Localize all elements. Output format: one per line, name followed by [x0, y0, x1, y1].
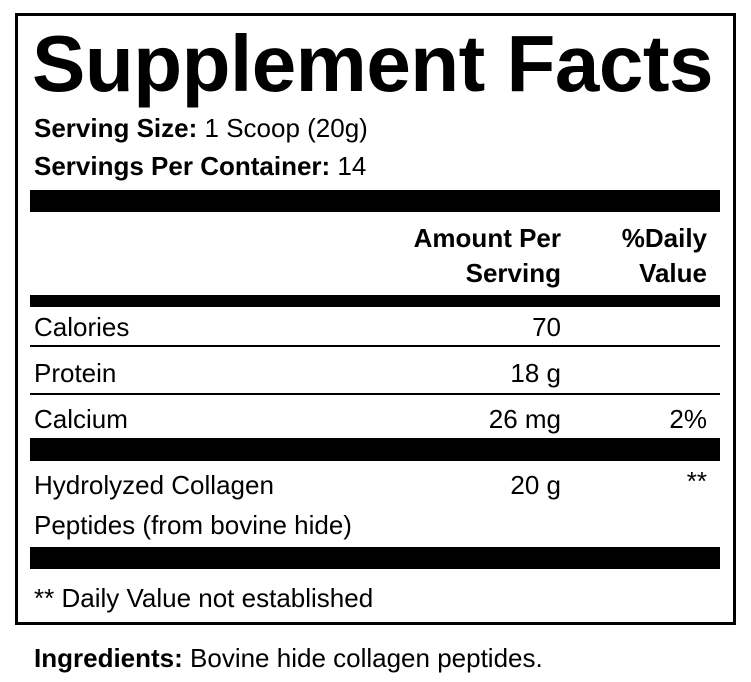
thick-divider [30, 190, 720, 212]
row-calcium-amount: 26 mg [488, 404, 561, 434]
medium-divider [30, 295, 720, 307]
row-calcium-name: Calcium [34, 404, 128, 434]
header-dv-line2: Value [639, 258, 707, 288]
supplement-facts-panel [15, 13, 736, 625]
thick-divider [30, 438, 720, 461]
servings-per-container-value: 14 [330, 151, 367, 181]
row-calories-name: Calories [34, 312, 130, 342]
thin-divider [30, 393, 720, 395]
row-calcium-dv: 2% [669, 404, 707, 434]
row-calories-amount: 70 [532, 312, 561, 342]
header-dv-line1: %Daily [621, 223, 707, 253]
thick-divider [30, 547, 720, 569]
header-amount-line1: Amount Per [413, 223, 561, 253]
serving-size: Serving Size: 1 Scoop (20g) [34, 115, 368, 141]
footnote: ** Daily Value not established [34, 583, 374, 613]
row-protein-name: Protein [34, 358, 117, 388]
header-amount-line2: Serving [465, 258, 561, 288]
row-collagen-name-line1: Hydrolyzed Collagen [34, 470, 274, 500]
servings-per-container: Servings Per Container: 14 [34, 153, 366, 179]
servings-per-container-label: Servings Per Container: [34, 151, 331, 181]
serving-size-value: 1 Scoop (20g) [197, 113, 368, 143]
row-collagen-amount: 20 g [510, 470, 561, 500]
ingredients-label: Ingredients: [34, 643, 183, 673]
row-collagen-name-line2: Peptides (from bovine hide) [34, 510, 352, 540]
panel-title: Supplement Facts [32, 19, 714, 108]
ingredients-value: Bovine hide collagen peptides. [182, 643, 543, 673]
thin-divider [30, 345, 720, 347]
row-collagen-dv: ** [686, 466, 707, 496]
row-protein-amount: 18 g [510, 358, 561, 388]
serving-size-label: Serving Size: [34, 113, 198, 143]
ingredients: Ingredients: Bovine hide collagen peptid… [34, 645, 543, 671]
